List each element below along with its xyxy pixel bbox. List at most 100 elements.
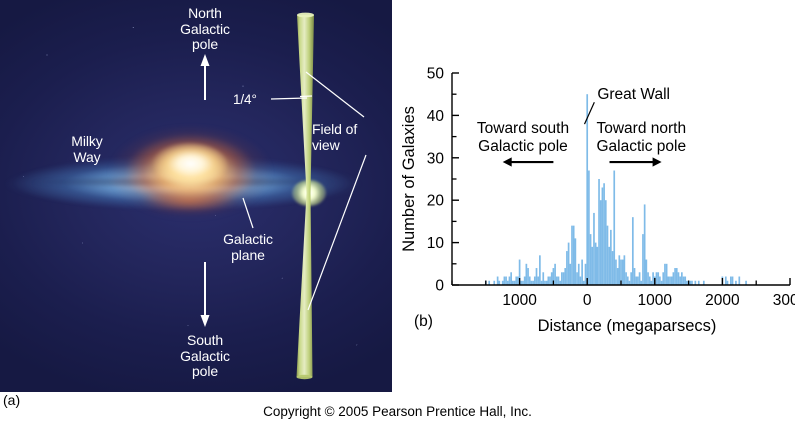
histogram-bar xyxy=(550,272,553,285)
y-tick-label: 0 xyxy=(435,278,444,295)
histogram-bar xyxy=(679,276,681,285)
histogram-bar xyxy=(689,280,692,285)
histogram-bar xyxy=(735,280,737,285)
label-south-galactic-pole: South Galactic pole xyxy=(180,332,230,379)
histogram-bar xyxy=(675,268,678,285)
histogram-bar xyxy=(745,280,747,285)
histogram-bar xyxy=(626,276,629,285)
histogram-bar xyxy=(657,272,660,285)
histogram-bar xyxy=(557,276,560,285)
histogram-bar xyxy=(522,280,524,285)
histogram-bars xyxy=(484,94,747,285)
histogram-bar xyxy=(554,263,556,285)
histogram-bar xyxy=(542,272,545,285)
histogram-bar xyxy=(670,276,673,285)
histogram-bar xyxy=(691,280,693,285)
histogram-bar xyxy=(702,280,705,285)
histogram-bar xyxy=(650,280,653,285)
histogram-bar xyxy=(621,259,624,285)
histogram-bar xyxy=(564,268,567,285)
histogram-bar xyxy=(603,183,605,285)
histogram-bar xyxy=(630,272,632,285)
histogram-bar xyxy=(555,276,558,285)
histogram-bar xyxy=(574,238,577,285)
panel-a-tag: (a) xyxy=(3,392,21,408)
y-axis-label: Number of Galaxies xyxy=(400,106,418,252)
histogram-bar xyxy=(571,225,573,285)
label-galactic-plane: Galactic plane xyxy=(223,231,273,263)
histogram-bar xyxy=(581,259,583,285)
histogram-bar xyxy=(506,280,509,285)
histogram-bar xyxy=(643,204,646,285)
histogram-bar xyxy=(613,170,616,285)
histogram-bar xyxy=(567,242,570,285)
annotation-great-wall: Great Wall xyxy=(597,86,670,103)
y-tick-label: 40 xyxy=(427,108,445,125)
histogram-bar xyxy=(530,280,533,285)
galaxy-distance-histogram-panel: 0 10 20 30 40 50 1000 0 1000 2000 3000 Distance (me… xyxy=(396,0,795,392)
histogram-bar xyxy=(637,276,639,285)
histogram-bar xyxy=(523,276,526,285)
histogram-bar xyxy=(593,212,595,285)
label-field-of-view: Field of view xyxy=(312,121,358,153)
histogram-bar xyxy=(681,272,683,285)
histogram-bar xyxy=(652,272,654,285)
histogram-bar xyxy=(577,263,580,285)
histogram-bar xyxy=(616,268,619,285)
histogram-bar xyxy=(659,276,661,285)
histogram-bar xyxy=(674,268,676,285)
histogram-bar xyxy=(615,259,617,285)
histogram-bar xyxy=(569,263,572,285)
histogram-bar xyxy=(677,272,680,285)
histogram-bar xyxy=(518,259,521,285)
label-north-galactic-pole: North Galactic pole xyxy=(180,5,230,52)
histogram-bar xyxy=(501,280,504,285)
annotation-leader-line xyxy=(583,101,595,125)
histogram-bar xyxy=(686,280,688,285)
histogram-bar xyxy=(604,200,607,285)
histogram-bar xyxy=(660,280,663,285)
histogram-bar xyxy=(665,263,668,285)
histogram-bar xyxy=(532,280,534,285)
histogram-bar xyxy=(669,276,671,285)
arrow-head xyxy=(502,157,512,167)
histogram-bar xyxy=(588,170,590,285)
histogram-bar xyxy=(591,246,594,285)
histogram-bar xyxy=(505,276,507,285)
histogram-bar xyxy=(608,246,611,285)
histogram-bar xyxy=(520,280,523,285)
histogram-bar xyxy=(694,280,697,285)
histogram-bar xyxy=(493,280,496,285)
histogram-bar xyxy=(517,276,519,285)
y-tick-label: 30 xyxy=(427,150,445,167)
histogram-bar xyxy=(638,272,641,285)
x-tick-label: 1000 xyxy=(502,292,537,309)
histogram-bar xyxy=(648,276,651,285)
galactic-core xyxy=(150,143,228,189)
histogram-bar xyxy=(589,234,592,285)
histogram-bar xyxy=(579,276,582,285)
histogram-bar xyxy=(537,276,540,285)
histogram-bar xyxy=(667,276,670,285)
histogram-bar xyxy=(547,276,550,285)
histogram-bar xyxy=(618,255,621,285)
histogram-bar xyxy=(672,272,675,285)
histogram-bar xyxy=(512,280,514,285)
histogram-bar xyxy=(559,280,561,285)
histogram-bar xyxy=(623,255,626,285)
annotation-toward-north: Galactic pole xyxy=(596,138,686,155)
histogram-bar xyxy=(684,276,687,285)
histogram-bar xyxy=(598,179,600,285)
histogram-bar xyxy=(631,217,634,285)
histogram-bar xyxy=(662,272,665,285)
histogram-bar xyxy=(510,272,512,285)
x-tick-label: 1000 xyxy=(638,292,673,309)
histogram-bar xyxy=(628,280,631,285)
histogram-bar xyxy=(498,280,501,285)
x-tick-label: 0 xyxy=(583,292,592,309)
x-tick-label: 2000 xyxy=(705,292,740,309)
histogram-bar xyxy=(562,272,565,285)
histogram-bar xyxy=(533,276,536,285)
histogram-bar xyxy=(535,268,538,285)
histogram-bar xyxy=(549,276,551,285)
